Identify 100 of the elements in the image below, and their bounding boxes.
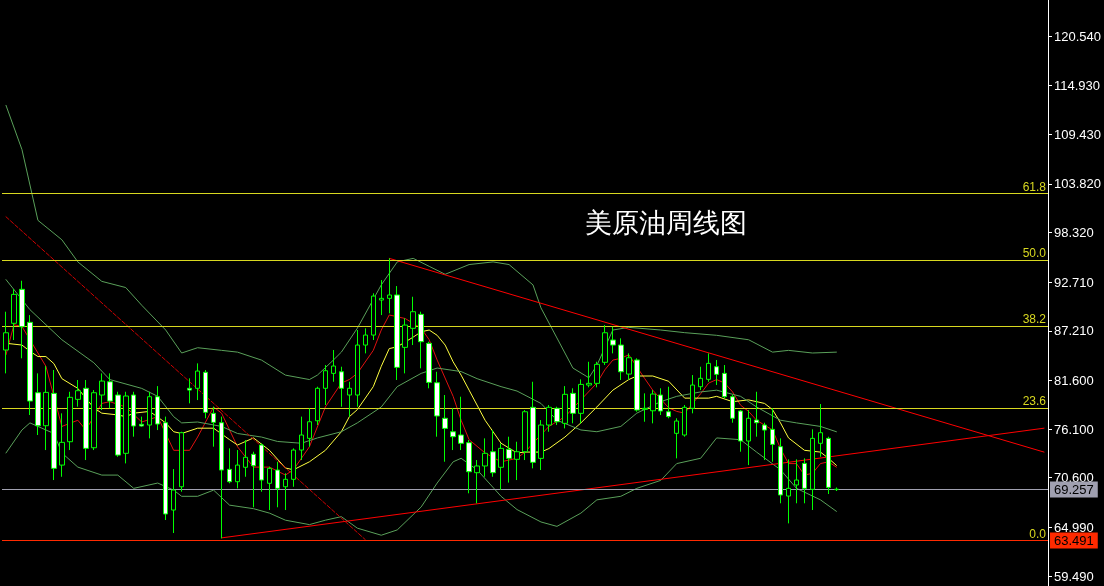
- candlestick: [339, 366, 344, 408]
- candlestick: [658, 387, 663, 416]
- candlestick: [75, 379, 81, 408]
- line-series: [5, 104, 837, 381]
- candlestick: [522, 409, 528, 461]
- candlestick: [195, 362, 200, 401]
- candlestick: [139, 416, 144, 428]
- candlestick: [331, 349, 336, 383]
- candlestick: [666, 386, 671, 419]
- candlestick: [626, 352, 632, 381]
- candlestick: [163, 416, 168, 521]
- candlestick: [730, 394, 735, 424]
- candlestick: [746, 409, 751, 466]
- candlestick: [387, 257, 392, 314]
- candlestick: [634, 357, 640, 413]
- candlestick: [243, 439, 248, 478]
- annotation: 38.2: [1022, 312, 1047, 327]
- y-tick-label: 120.540: [1054, 28, 1102, 44]
- y-tick-label: 92.710: [1054, 274, 1094, 290]
- candlestick: [722, 364, 727, 399]
- candlestick: [466, 439, 472, 494]
- candlestick: [171, 468, 176, 534]
- candlestick: [578, 378, 584, 424]
- candlestick: [203, 369, 208, 419]
- candlestick: [267, 466, 272, 511]
- text: 美原油周线图: [585, 207, 747, 238]
- candlestick: [275, 461, 280, 508]
- candlestick: [514, 441, 520, 481]
- candlestick: [650, 389, 656, 424]
- candlestick: [402, 317, 408, 374]
- candlestick: [586, 361, 592, 388]
- candlestick: [618, 337, 624, 381]
- candlestick: [482, 437, 488, 478]
- candlestick: [51, 369, 57, 481]
- candlestick: [570, 387, 576, 424]
- y-tick-label: 87.210: [1054, 323, 1094, 339]
- candlestick: [762, 422, 767, 461]
- candlestick: [187, 377, 192, 404]
- candlestick: [299, 416, 304, 461]
- candlestick: [355, 329, 360, 408]
- candlestick: [283, 472, 288, 511]
- candlestick: [458, 396, 464, 451]
- candlestick: [307, 407, 312, 448]
- candlestick: [315, 386, 320, 426]
- y-tick-label: 64.990: [1054, 519, 1094, 535]
- candlestick: [498, 442, 504, 491]
- candlestick: [27, 314, 33, 416]
- candlestick: [434, 371, 440, 438]
- candlestick: [219, 416, 224, 539]
- y-tick-label: 81.600: [1054, 372, 1094, 388]
- candlestick: [442, 394, 448, 463]
- candlestick: [371, 292, 376, 341]
- candlestick: [259, 442, 264, 493]
- candlestick: [810, 428, 815, 511]
- candlestick: [410, 296, 416, 346]
- candlestick: [690, 374, 695, 414]
- candlestick: [786, 458, 791, 524]
- candlestick: [323, 364, 328, 406]
- candlestick: [506, 436, 512, 484]
- y-tick-label: 109.430: [1054, 126, 1102, 142]
- candlestick: [347, 381, 352, 418]
- candlestick: [714, 359, 719, 386]
- y-tick-label: 76.100: [1054, 421, 1094, 437]
- candlestick: [19, 280, 25, 359]
- candlestick: [818, 403, 823, 458]
- candlestick: [251, 451, 256, 508]
- candlestick: [490, 429, 496, 478]
- annotation: 23.6: [1022, 394, 1047, 409]
- candlestick: [562, 385, 568, 429]
- candlestick: [59, 412, 65, 478]
- candlestick: [698, 366, 703, 391]
- candlestick: [179, 431, 184, 493]
- candlestick: [91, 389, 97, 451]
- candlestick: [115, 391, 121, 458]
- annotation: 61.8: [1022, 179, 1047, 194]
- candlestick: [474, 459, 480, 504]
- candlestick: [43, 365, 49, 451]
- candlestick: [834, 486, 839, 492]
- candlestick: [131, 391, 136, 438]
- candlestick: [538, 419, 544, 471]
- candlestick: [211, 406, 216, 448]
- candlestick: [602, 324, 608, 366]
- y-tick-label: 59.490: [1054, 568, 1094, 584]
- candlestick: [754, 391, 759, 438]
- candlestick: [394, 285, 400, 381]
- annotation: 50.0: [1022, 245, 1047, 260]
- candlestick: [291, 447, 296, 488]
- candlestick: [418, 311, 424, 369]
- candlestick: [554, 406, 560, 426]
- candlestick: [770, 407, 775, 463]
- candlestick: [155, 385, 160, 431]
- candlestick: [450, 407, 456, 451]
- candlestick: [235, 449, 240, 489]
- candlestick: [530, 381, 536, 469]
- candlestick: [682, 404, 687, 438]
- candlestick: [379, 279, 384, 316]
- candlestick: [794, 458, 799, 504]
- candlestick: [546, 404, 552, 433]
- line-series: [5, 422, 837, 536]
- ref-line-label: 63.491: [1054, 533, 1094, 549]
